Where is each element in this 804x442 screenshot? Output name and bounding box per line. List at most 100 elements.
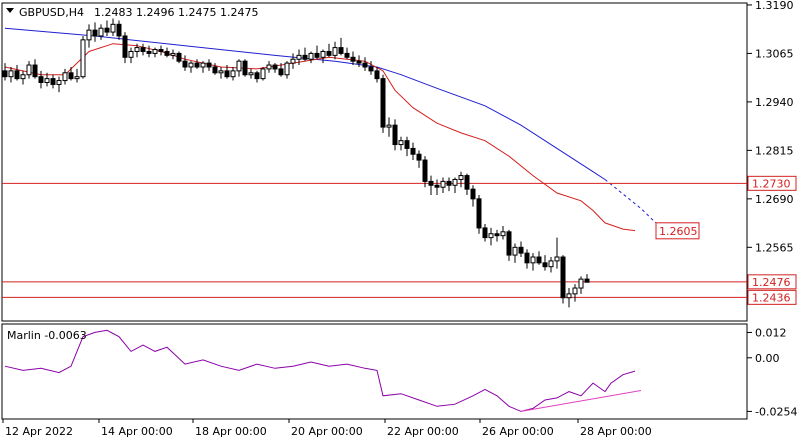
candle <box>404 136 410 157</box>
candle <box>128 47 134 64</box>
candle <box>554 237 560 269</box>
time-tick-label: 18 Apr 00:00 <box>195 425 267 438</box>
candle <box>182 55 188 71</box>
divergence-line[interactable] <box>520 390 642 412</box>
candle <box>464 173 470 195</box>
candle <box>32 59 38 79</box>
candle <box>434 179 440 195</box>
candle <box>98 24 104 40</box>
marlin-line <box>4 329 636 412</box>
candle <box>572 284 578 302</box>
candle <box>392 119 398 151</box>
candle <box>236 59 242 77</box>
ohlc-values: 1.2483 1.2496 1.2475 1.2475 <box>94 6 258 19</box>
indicator-tick-label: 0.012 <box>755 326 787 339</box>
candle <box>254 70 260 83</box>
candle <box>170 49 176 60</box>
candle <box>518 241 524 258</box>
candle <box>458 171 464 188</box>
main-chart-frame <box>1 2 748 322</box>
moving-average-red <box>4 43 636 232</box>
candle <box>482 224 488 242</box>
candle <box>296 49 302 66</box>
candle <box>332 41 338 60</box>
candle <box>278 63 284 77</box>
candle <box>446 177 452 192</box>
indicator-window-frame <box>1 323 748 420</box>
candle <box>338 37 344 56</box>
symbol-label: GBPUSD,H4 <box>19 6 84 19</box>
candle <box>38 70 44 89</box>
candle <box>164 47 170 58</box>
candle <box>188 61 194 73</box>
candle <box>50 74 56 89</box>
candle <box>242 59 248 77</box>
candle <box>104 20 110 36</box>
candle <box>224 65 230 79</box>
time-tick-label: 28 Apr 00:00 <box>580 425 652 438</box>
candle <box>212 63 218 75</box>
time-tick-label: 14 Apr 00:00 <box>101 425 173 438</box>
price-tick-label: 1.3190 <box>755 0 794 12</box>
candle <box>350 51 356 66</box>
candle <box>14 65 20 81</box>
candle <box>8 66 14 83</box>
annotation-1-2605: 1.2605 <box>655 222 700 240</box>
candle <box>488 227 494 246</box>
level-price-box <box>747 274 797 290</box>
candle <box>314 45 320 60</box>
candle <box>410 142 416 161</box>
candle <box>44 72 50 87</box>
moving-average-blue <box>4 27 606 180</box>
candle <box>110 18 116 36</box>
candle <box>398 136 404 151</box>
candle <box>146 45 152 58</box>
time-tick-label: 22 Apr 00:00 <box>387 425 459 438</box>
candle <box>506 229 512 261</box>
candle <box>218 66 224 79</box>
candle <box>62 68 68 85</box>
level-price-label: 1.2476 <box>752 276 791 289</box>
level-price-box <box>747 175 797 191</box>
annotation-label: 1.2605 <box>659 225 698 238</box>
candle <box>122 32 128 64</box>
candle <box>476 194 482 234</box>
level-price-label: 1.2730 <box>752 177 791 190</box>
candle <box>356 55 362 67</box>
candle <box>116 20 122 40</box>
candle <box>248 68 254 79</box>
candle <box>140 43 146 56</box>
candle <box>578 276 584 294</box>
candle <box>20 70 26 85</box>
triangle-down-icon[interactable] <box>6 8 14 13</box>
indicator-title: Marlin -0.0063 <box>7 329 87 342</box>
candle <box>158 45 164 56</box>
candle <box>326 43 332 58</box>
candle <box>362 57 368 71</box>
candle <box>92 22 98 42</box>
candle <box>374 66 380 83</box>
candle <box>284 61 290 79</box>
candle <box>494 229 500 242</box>
candle <box>290 53 296 69</box>
candle <box>230 66 236 81</box>
candle <box>134 43 140 58</box>
candle <box>500 225 506 240</box>
time-tick-label: 20 Apr 00:00 <box>291 425 363 438</box>
candle <box>320 49 326 64</box>
candle <box>68 66 74 81</box>
candle <box>308 51 314 64</box>
candle <box>530 253 536 271</box>
candle <box>386 117 392 137</box>
candle <box>26 61 32 79</box>
candle <box>86 24 92 48</box>
candle <box>200 61 206 73</box>
candle <box>452 177 458 194</box>
price-tick-label: 1.2690 <box>755 193 794 206</box>
price-tick-label: 1.2940 <box>755 96 794 109</box>
candle <box>2 63 8 81</box>
candle <box>266 61 272 73</box>
candle <box>440 177 446 194</box>
candle <box>542 255 548 271</box>
